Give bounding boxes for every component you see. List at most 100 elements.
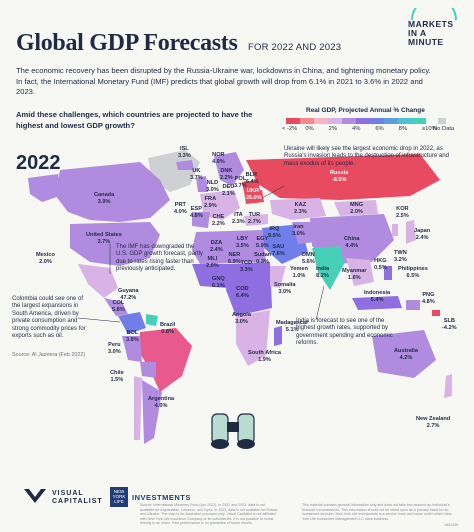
russia-shape	[246, 154, 440, 200]
country-label-deu: DEU 2.1%	[222, 184, 235, 197]
country-label-ukr: UKR -35.0%	[244, 188, 262, 201]
legend-swatch	[286, 118, 300, 124]
country-label-isl: ISL 3.3%	[178, 146, 191, 159]
legend-color-scale	[286, 118, 426, 124]
legend-tick-label: 6%	[375, 126, 384, 132]
turkey-shape	[244, 214, 268, 226]
country-label-fra: FRA 2.9%	[204, 196, 217, 209]
australia-shape	[372, 330, 436, 378]
country-label-brazil: Brazil 0.8%	[160, 322, 176, 335]
png-shape	[406, 300, 420, 310]
visual-capitalist-logo-icon	[24, 489, 46, 503]
country-label-pol: POL 3.7%	[234, 176, 247, 189]
country-label-mli: MLI 2.0%	[206, 256, 219, 269]
north-africa-shape	[192, 230, 266, 264]
country-label-egy: EGY 5.9%	[256, 236, 269, 249]
madagascar-shape	[274, 326, 282, 346]
alaska-shape	[28, 174, 60, 202]
brazil-shape	[138, 328, 192, 392]
no-data-swatch	[438, 118, 446, 124]
brand-text: MARKETS IN A MINUTE	[408, 20, 454, 47]
scandinavia-shape	[214, 152, 244, 186]
country-label-cod: COD 6.4%	[236, 286, 249, 299]
country-label-nor: NOR 4.0%	[212, 152, 225, 165]
country-label-canada: Canada 3.9%	[94, 192, 115, 205]
no-data-label: No Data	[433, 126, 455, 132]
peru-shape	[122, 336, 142, 362]
country-label-lby: LBY 3.5%	[236, 236, 249, 249]
legend-swatch	[356, 118, 370, 124]
legend-tick-label: < -2%	[282, 126, 298, 132]
country-label-nld: NLD 3.0%	[206, 180, 219, 193]
bolivia-shape	[140, 362, 156, 378]
colombia-callout: Colombia could see one of the largest ex…	[12, 296, 86, 340]
country-label-philippines: Philippines 6.5%	[398, 266, 428, 279]
footer-id: 1841435	[444, 523, 458, 527]
country-label-argentina: Argentina 4.0%	[148, 396, 175, 409]
brand-line-2: IN A	[408, 28, 427, 38]
footer-logos: VISUAL CAPITALIST NEW YORK LIFE INVESTME…	[22, 485, 322, 511]
legend-swatch	[370, 118, 384, 124]
country-label-angola: Angola 3.0%	[232, 312, 251, 325]
country-label-new-zealand: New Zealand 2.7%	[416, 416, 451, 429]
brand-line-3: MINUTE	[408, 37, 444, 47]
ukraine-shape	[244, 190, 264, 204]
solomon-shape	[432, 310, 440, 316]
legend-swatch	[300, 118, 314, 124]
india-callout-line	[315, 285, 325, 321]
title-row: Global GDP Forecasts FOR 2022 AND 2023	[16, 30, 396, 56]
binoculars-icon	[211, 413, 255, 449]
india-shape	[312, 246, 344, 290]
country-label-esp: ESP 4.8%	[190, 206, 203, 219]
country-label-png: PNG 4.8%	[422, 292, 435, 305]
country-label-madagascar: Madagascar 5.1%	[276, 320, 309, 333]
mongolia-shape	[334, 200, 378, 216]
country-label-mng: MNG 2.0%	[350, 202, 364, 215]
country-label-somalia: Somalia 3.0%	[274, 282, 296, 295]
legend-swatch	[328, 118, 342, 124]
se-asia-shape	[346, 258, 374, 286]
year-label: 2022	[16, 152, 61, 174]
mexico-shape	[78, 264, 118, 298]
colombia-callout-source: Source: Al Jazeera (Feb 2022)	[12, 352, 86, 358]
country-label-blr: BLR -6.4%	[244, 172, 259, 185]
japan-shape	[406, 220, 416, 244]
country-label-kaz: KAZ 2.3%	[294, 202, 307, 215]
country-label-india: India 8.2%	[316, 266, 330, 279]
europe-west-shape	[200, 190, 240, 220]
usa-shape	[70, 222, 160, 266]
country-label-ner: NER 6.9%	[228, 252, 241, 265]
country-label-prt: PRT 4.0%	[174, 202, 187, 215]
country-label-ita: ITA 2.3%	[232, 212, 245, 225]
country-label-sau: SAU 7.6%	[272, 244, 285, 257]
country-label-russia: Russia -8.5%	[330, 170, 349, 183]
iran-shape	[292, 222, 316, 244]
iceland-shape	[176, 160, 194, 170]
legend-tick-label: 2%	[328, 126, 338, 132]
country-label-uk: UK 3.7%	[190, 168, 203, 181]
country-label-yemen: Yemen 1.0%	[290, 266, 309, 279]
ukraine-callout: Ukraine will likely see the largest econ…	[284, 146, 449, 167]
country-label-tcd: TCD 3.3%	[240, 260, 253, 273]
country-label-dza: DZA 2.4%	[210, 240, 223, 253]
markets-in-a-minute-logo: MARKETS IN A MINUTE	[408, 0, 468, 58]
kazakhstan-shape	[270, 198, 326, 220]
legend-tick-label: ≥10%	[422, 126, 437, 132]
country-label-myanmar: Myanmar 1.6%	[342, 268, 367, 281]
country-label-slb: SLB -4.2%	[442, 318, 457, 331]
world-map-svg	[28, 150, 452, 449]
country-label-dnk: DNK 2.2%	[220, 168, 233, 181]
country-label-chile: Chile 1.5%	[110, 370, 124, 383]
country-label-bol: BOL 3.8%	[126, 330, 139, 343]
country-label-irq: IRQ 9.5%	[268, 226, 281, 239]
country-label-gnq: GNQ 6.1%	[212, 276, 225, 289]
investments-logo: INVESTMENTS	[132, 493, 191, 502]
legend-swatch	[412, 118, 426, 124]
us-callout: The IMF has downgraded the U.S. GDP grow…	[116, 244, 203, 273]
uk-shape	[196, 176, 208, 192]
visual-capitalist-logo: VISUAL CAPITALIST	[52, 490, 103, 505]
country-label-iran: Iran 3.0%	[292, 224, 305, 237]
iberia-shape	[192, 212, 210, 228]
page-title: Global GDP Forecasts	[16, 30, 238, 56]
